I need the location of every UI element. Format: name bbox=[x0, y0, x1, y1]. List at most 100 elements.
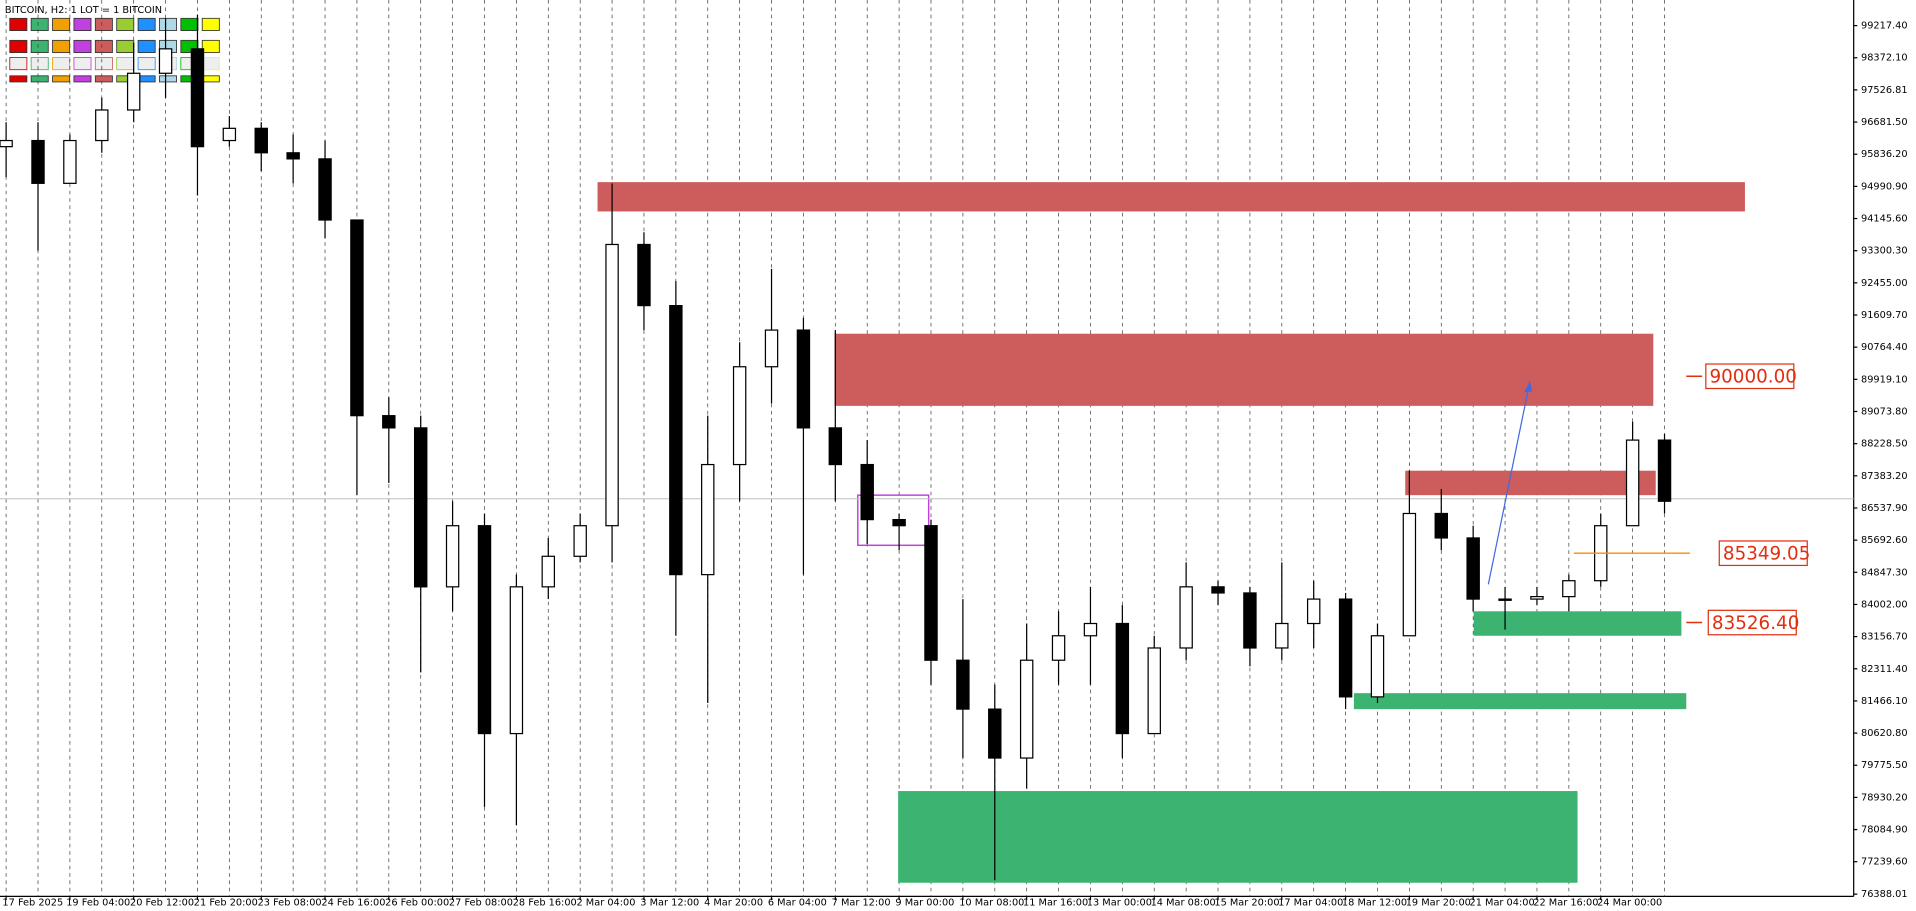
level-label-box bbox=[1718, 540, 1808, 567]
x-tick-label: 7 Mar 12:00 bbox=[832, 897, 891, 908]
x-tick-label: 4 Mar 20:00 bbox=[704, 897, 763, 908]
palette-swatch bbox=[116, 57, 135, 71]
palette-swatch bbox=[159, 17, 177, 31]
y-tick-label: 94145.60 bbox=[1861, 214, 1908, 225]
palette-swatch bbox=[94, 39, 113, 54]
candle-body bbox=[1306, 598, 1321, 625]
x-tick-label: 6 Mar 04:00 bbox=[768, 897, 827, 908]
x-tick-label: 24 Feb 16:00 bbox=[321, 897, 385, 908]
candle-body bbox=[892, 518, 906, 527]
candle-body bbox=[1434, 512, 1448, 539]
x-tick-label: 13 Mar 00:00 bbox=[1087, 897, 1152, 908]
palette-swatch bbox=[94, 75, 113, 83]
candle-body bbox=[924, 525, 938, 661]
zone bbox=[898, 791, 1578, 883]
zone bbox=[1473, 611, 1682, 636]
level-label: 83526.40 bbox=[1712, 613, 1799, 634]
candle-body bbox=[1370, 635, 1385, 698]
candle-body bbox=[669, 304, 683, 576]
x-tick-label: 23 Feb 08:00 bbox=[258, 897, 322, 908]
y-tick-label: 83156.70 bbox=[1861, 632, 1908, 643]
y-tick-label: 80620.80 bbox=[1861, 728, 1908, 739]
x-tick-label: 19 Feb 04:00 bbox=[66, 897, 130, 908]
y-tick-label: 84847.30 bbox=[1861, 567, 1908, 578]
candle-body bbox=[350, 219, 364, 417]
palette-swatch bbox=[180, 17, 199, 31]
y-tick-label: 89073.80 bbox=[1861, 406, 1908, 417]
candle-body bbox=[764, 329, 779, 368]
arrow bbox=[1487, 381, 1531, 585]
x-tick-label: 15 Mar 20:00 bbox=[1214, 897, 1279, 908]
y-tick-label: 77239.60 bbox=[1861, 857, 1908, 868]
candle-body bbox=[1115, 622, 1130, 735]
candle-body bbox=[1402, 512, 1417, 637]
y-tick-label: 94990.90 bbox=[1861, 181, 1908, 192]
palette-swatch bbox=[30, 57, 49, 71]
level-label-box bbox=[1707, 609, 1797, 636]
arrow-head bbox=[1523, 381, 1533, 393]
y-tick-label: 81466.10 bbox=[1861, 696, 1908, 707]
candle-body bbox=[1211, 586, 1225, 594]
x-tick-label: 20 Feb 12:00 bbox=[130, 897, 194, 908]
palette-swatch bbox=[52, 39, 71, 54]
x-tick-label: 27 Feb 08:00 bbox=[449, 897, 513, 908]
x-tick-label: 2 Mar 04:00 bbox=[577, 897, 636, 908]
candle-body bbox=[1147, 647, 1161, 735]
level-label: 90000.00 bbox=[1709, 366, 1796, 387]
candle-body bbox=[1179, 586, 1193, 649]
candle-body bbox=[254, 127, 268, 154]
x-tick-label: 26 Feb 00:00 bbox=[385, 897, 449, 908]
candle-body bbox=[988, 708, 1002, 759]
palette-swatch bbox=[9, 75, 28, 83]
y-tick-label: 96681.50 bbox=[1861, 117, 1908, 128]
y-tick-label: 76388.01 bbox=[1861, 889, 1908, 900]
candle-body bbox=[413, 427, 428, 588]
candle-body bbox=[477, 525, 492, 735]
candle-body bbox=[1562, 580, 1576, 598]
y-tick-label: 84002.00 bbox=[1861, 599, 1908, 610]
candle-body bbox=[1275, 622, 1289, 649]
palette-swatch bbox=[201, 75, 220, 83]
candle-body bbox=[0, 139, 13, 148]
candle-body bbox=[445, 525, 460, 588]
candle-body bbox=[1530, 596, 1544, 600]
level-label: 85349.05 bbox=[1723, 543, 1810, 564]
palette-swatch bbox=[116, 17, 135, 31]
palette-swatch bbox=[73, 17, 92, 31]
chart-title: BITCOIN, H2: 1 LOT = 1 BITCOIN bbox=[5, 5, 162, 16]
x-tick-label: 21 Mar 04:00 bbox=[1470, 897, 1535, 908]
candle-body bbox=[956, 659, 970, 710]
candle-body bbox=[63, 139, 77, 184]
x-tick-label: 19 Mar 20:00 bbox=[1406, 897, 1471, 908]
x-tick-label: 17 Mar 04:00 bbox=[1278, 897, 1343, 908]
candle-body bbox=[1243, 592, 1257, 649]
palette-swatch bbox=[9, 39, 28, 54]
x-tick-label: 22 Mar 16:00 bbox=[1533, 897, 1598, 908]
candle-body bbox=[701, 463, 715, 576]
candle-body bbox=[828, 427, 843, 466]
y-tick-label: 82311.40 bbox=[1861, 664, 1908, 675]
y-tick-label: 79775.50 bbox=[1861, 760, 1908, 771]
y-tick-label: 86537.90 bbox=[1861, 503, 1908, 514]
palette-swatch bbox=[73, 75, 92, 83]
candle-body bbox=[222, 127, 237, 142]
palette-swatch bbox=[30, 39, 49, 54]
candle-body bbox=[382, 415, 396, 429]
candle-body bbox=[573, 525, 587, 557]
range-box bbox=[857, 494, 930, 547]
x-tick-label: 9 Mar 00:00 bbox=[895, 897, 954, 908]
candle-body bbox=[158, 48, 173, 74]
y-tick-label: 98372.10 bbox=[1861, 53, 1908, 64]
candle-body bbox=[318, 158, 332, 221]
x-tick-label: 11 Mar 16:00 bbox=[1023, 897, 1088, 908]
candle-body bbox=[1657, 439, 1672, 502]
palette-swatch bbox=[30, 75, 49, 83]
level-label-box bbox=[1705, 363, 1795, 390]
x-tick-label: 24 Mar 00:00 bbox=[1597, 897, 1662, 908]
candle-body bbox=[31, 139, 45, 184]
palette-swatch bbox=[201, 17, 220, 31]
x-tick-label: 14 Mar 08:00 bbox=[1151, 897, 1216, 908]
y-tick-label: 89919.10 bbox=[1861, 374, 1908, 385]
